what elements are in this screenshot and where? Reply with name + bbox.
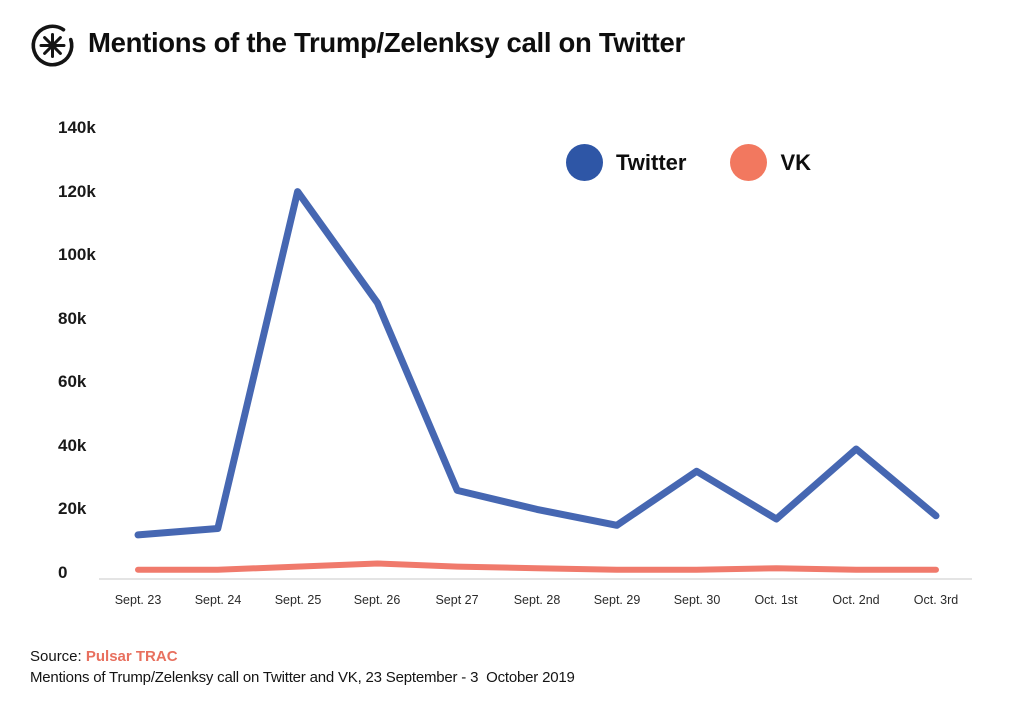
x-axis-tick-label: Sept. 29 <box>593 593 641 607</box>
chart-legend: Twitter VK <box>566 144 811 181</box>
vk-series-line <box>135 560 939 573</box>
y-axis-tick-label: 100k <box>58 245 96 264</box>
twitter-series-dot-icon <box>566 144 603 181</box>
x-axis-tick-label: Oct. 1st <box>754 593 798 607</box>
x-axis-tick-label: Sept. 28 <box>513 593 561 607</box>
x-axis-tick-label: Oct. 3rd <box>913 593 959 607</box>
y-axis-tick-label: 40k <box>58 436 87 455</box>
y-axis-tick-label: 0 <box>58 563 68 582</box>
y-axis-tick-label: 80k <box>58 309 87 328</box>
chart-caption: Mentions of Trump/Zelenksy call on Twitt… <box>30 669 575 686</box>
legend-label-vk: VK <box>780 149 812 175</box>
chart-title: Mentions of the Trump/Zelenksy call on T… <box>88 27 685 58</box>
x-axis-tick-label: Sept 27 <box>435 593 479 607</box>
y-axis-tick-label: 140k <box>58 118 96 137</box>
pulsar-logo-icon <box>28 21 77 70</box>
y-axis-tick-label: 20k <box>58 499 87 518</box>
legend-item-vk: VK <box>730 144 811 181</box>
x-axis-tick-label: Sept. 26 <box>353 593 401 607</box>
legend-label-twitter: Twitter <box>616 149 687 175</box>
y-axis-tick-label: 120k <box>58 182 96 201</box>
chart-footer: Source: Pulsar TRAC Mentions of Trump/Ze… <box>30 646 575 688</box>
legend-item-twitter: Twitter <box>566 144 686 181</box>
x-axis-tick-label: Sept. 25 <box>274 593 322 607</box>
source-label: Source: <box>30 648 82 665</box>
source-link[interactable]: Pulsar TRAC <box>85 648 178 665</box>
twitter-series-line <box>134 188 940 539</box>
x-axis-tick-label: Sept. 23 <box>114 593 162 607</box>
x-axis-tick-label: Sept. 30 <box>673 593 721 607</box>
source-row: Source: Pulsar TRAC <box>30 646 575 667</box>
y-axis-tick-label: 60k <box>58 372 87 391</box>
x-axis-tick-label: Oct. 2nd <box>832 593 880 607</box>
x-axis-tick-label: Sept. 24 <box>194 593 242 607</box>
vk-series-dot-icon <box>730 144 768 181</box>
